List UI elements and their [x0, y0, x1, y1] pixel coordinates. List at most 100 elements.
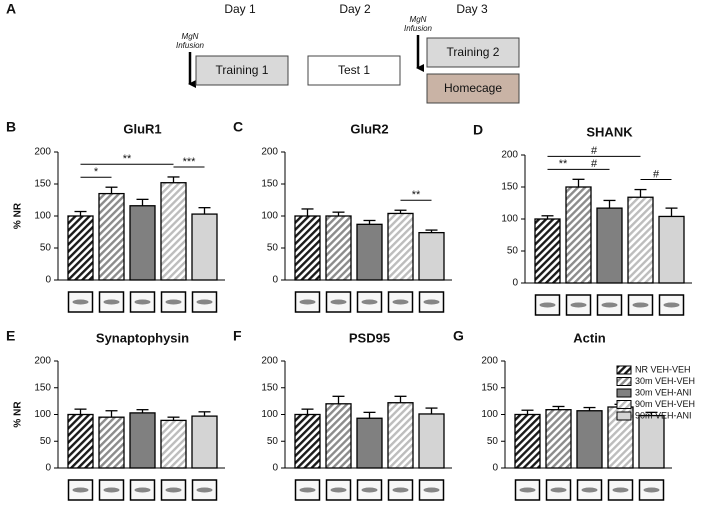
y-tick-label: 0	[512, 278, 518, 289]
blot-band	[550, 487, 567, 493]
blot	[576, 479, 603, 501]
blot	[356, 291, 383, 313]
significance-label: #	[591, 145, 598, 157]
blot-band	[361, 299, 378, 305]
bar	[325, 215, 352, 281]
day-label: Day 2	[339, 2, 371, 16]
blot-band	[103, 487, 120, 493]
y-tick-label: 100	[261, 211, 278, 222]
blot	[607, 479, 634, 501]
y-tick-label: 0	[492, 463, 498, 474]
blot	[325, 479, 352, 501]
bar	[98, 416, 125, 469]
blot-band	[581, 487, 598, 493]
blot	[129, 291, 156, 313]
y-tick-label: 100	[481, 409, 498, 420]
blot	[387, 291, 414, 313]
blot	[596, 294, 623, 316]
legend-swatch	[616, 365, 632, 375]
bar	[67, 215, 94, 281]
panel-label: F	[233, 328, 242, 344]
bar	[418, 231, 445, 281]
blot	[67, 291, 94, 313]
y-axis-label: % NR	[13, 401, 24, 428]
bar	[534, 218, 561, 284]
blot	[514, 479, 541, 501]
bar	[514, 413, 541, 469]
panel-label: G	[453, 328, 464, 344]
bar	[191, 415, 218, 469]
y-tick-label: 100	[501, 214, 518, 225]
y-tick-label: 150	[501, 182, 518, 193]
y-tick-label: 200	[261, 356, 278, 367]
blot	[565, 294, 592, 316]
blot-band	[299, 487, 316, 493]
bar	[356, 223, 383, 281]
blot	[98, 479, 125, 501]
chart-title: SHANK	[586, 124, 633, 139]
panel-label: A	[6, 1, 16, 17]
panel-label: D	[473, 122, 483, 138]
blot	[356, 479, 383, 501]
bar	[160, 419, 187, 469]
box-label: Homecage	[444, 81, 502, 95]
box	[426, 73, 520, 104]
blot-band	[612, 487, 629, 493]
y-tick-label: 150	[34, 382, 51, 393]
bar	[67, 413, 94, 469]
legend-label: 30m VEH-ANI	[635, 387, 692, 397]
y-axis-label: % NR	[13, 202, 24, 229]
blot	[418, 291, 445, 313]
blot-band	[539, 302, 556, 308]
panel-label: E	[6, 328, 15, 344]
blot-band	[196, 487, 213, 493]
infusion-label: Infusion	[404, 24, 433, 33]
bar	[565, 186, 592, 284]
chart-title: PSD95	[349, 330, 390, 345]
blot-band	[392, 487, 409, 493]
blot	[534, 294, 561, 316]
bar	[627, 196, 654, 284]
y-tick-label: 200	[34, 147, 51, 158]
blot	[418, 479, 445, 501]
panel-label: C	[233, 119, 243, 135]
blot-band	[570, 302, 587, 308]
blot-band	[423, 299, 440, 305]
y-tick-label: 200	[481, 356, 498, 367]
infusion-label: MgN	[410, 15, 427, 24]
y-tick-label: 50	[267, 436, 279, 447]
infusion-label: Infusion	[176, 41, 205, 50]
y-tick-label: 150	[261, 179, 278, 190]
significance-label: #	[591, 158, 598, 170]
significance-label: #	[653, 168, 660, 180]
legend-label: 30m VEH-VEH	[635, 376, 695, 386]
bar	[658, 215, 685, 284]
day-label: Day 3	[456, 2, 488, 16]
bar	[387, 402, 414, 469]
blot-band	[103, 299, 120, 305]
blot-band	[663, 302, 680, 308]
blot	[160, 291, 187, 313]
bar	[325, 403, 352, 469]
chart-title: Actin	[573, 330, 606, 345]
bar	[387, 212, 414, 281]
y-tick-label: 100	[34, 409, 51, 420]
significance-label: **	[559, 158, 568, 170]
blot	[545, 479, 572, 501]
blot	[191, 291, 218, 313]
y-tick-label: 0	[272, 275, 278, 286]
blot-band	[519, 487, 536, 493]
blot-band	[134, 487, 151, 493]
blot	[294, 479, 321, 501]
infusion-label: MgN	[182, 32, 199, 41]
y-tick-label: 100	[261, 409, 278, 420]
y-tick-label: 0	[272, 463, 278, 474]
blot	[294, 291, 321, 313]
chart-title: GluR1	[123, 121, 161, 136]
blot-band	[330, 299, 347, 305]
bar	[638, 414, 665, 469]
y-tick-label: 100	[34, 211, 51, 222]
blot	[191, 479, 218, 501]
bar	[191, 213, 218, 281]
